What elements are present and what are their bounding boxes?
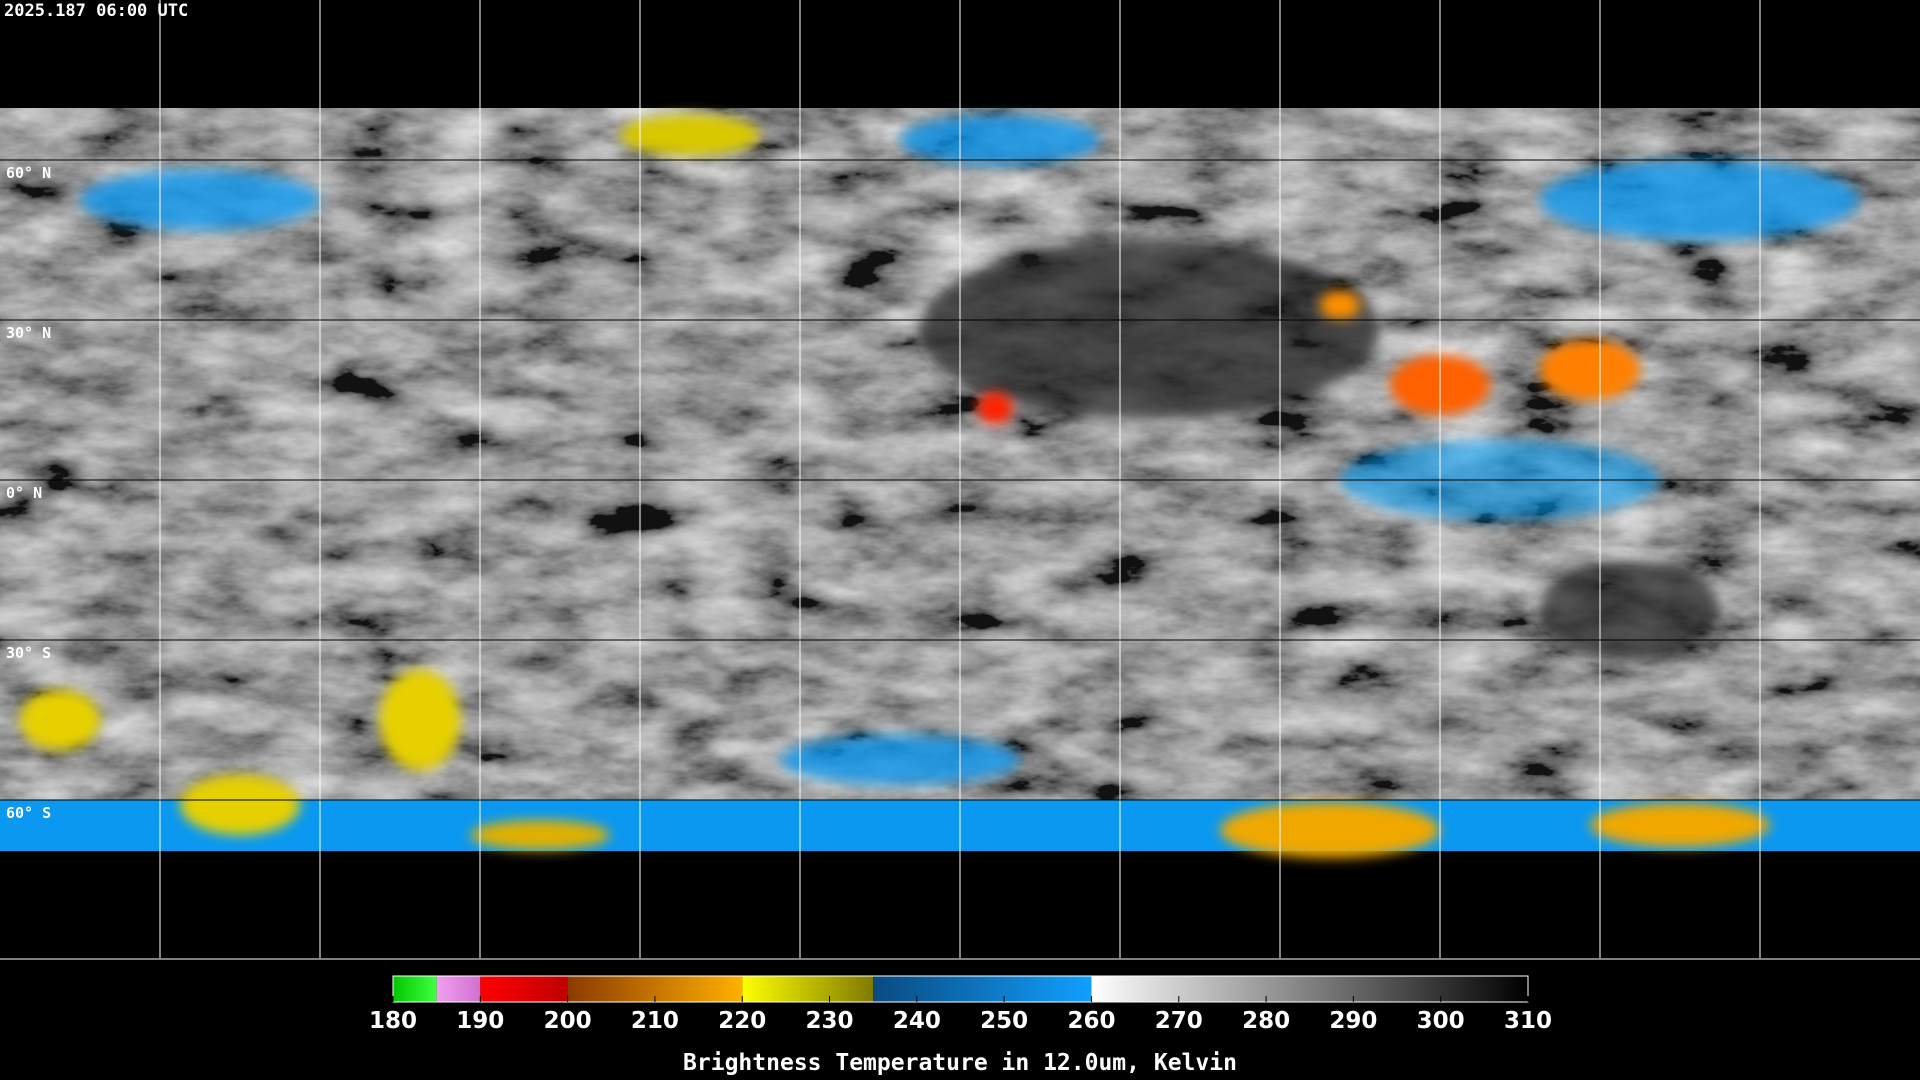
colorbar-tick-label: 270 xyxy=(1155,1008,1203,1034)
lat-label: 30° S xyxy=(6,644,51,662)
colorbar-tick-label: 280 xyxy=(1242,1008,1290,1034)
colorbar-tick-label: 290 xyxy=(1329,1008,1377,1034)
colorbar-tick-label: 210 xyxy=(631,1008,679,1034)
colorbar-segment xyxy=(742,976,874,1002)
colorbar-tick-label: 190 xyxy=(456,1008,504,1034)
colorbar-segment xyxy=(393,976,437,1002)
colorbar-segment xyxy=(1091,976,1528,1002)
lat-label: 60° S xyxy=(6,804,51,822)
colorbar-tick-label: 240 xyxy=(893,1008,941,1034)
colorbar-frame xyxy=(392,975,1529,1003)
colorbar-label: Brightness Temperature in 12.0um, Kelvin xyxy=(683,1050,1237,1076)
colorbar-tick-label: 220 xyxy=(718,1008,766,1034)
colorbar-tick-label: 180 xyxy=(369,1008,417,1034)
lat-labels: 60° N 30° N 0° N 30° S 60° S xyxy=(6,164,51,822)
colorbar: 180 190 200 210 220 230 240 250 260 270 280 290 300 3… xyxy=(369,975,1552,1034)
timestamp: 2025.187 06:00 UTC xyxy=(4,1,188,21)
colorbar-tick-label: 310 xyxy=(1504,1008,1552,1034)
colorbar-segment xyxy=(873,976,1092,1002)
colorbar-tick-label: 300 xyxy=(1417,1008,1465,1034)
dry-region xyxy=(1540,560,1720,660)
lat-label: 60° N xyxy=(6,164,51,182)
colorbar-tick-label: 230 xyxy=(806,1008,854,1034)
dry-region xyxy=(920,240,1380,420)
lat-label: 0° N xyxy=(6,484,42,502)
colorbar-tick-label: 250 xyxy=(980,1008,1028,1034)
colorbar-segment xyxy=(436,976,481,1002)
lat-label: 30° N xyxy=(6,324,51,342)
colorbar-segment xyxy=(480,976,568,1002)
colorbar-tick-label: 260 xyxy=(1067,1008,1115,1034)
colorbar-tick-label: 200 xyxy=(544,1008,592,1034)
graticule-parallels xyxy=(0,159,1920,801)
